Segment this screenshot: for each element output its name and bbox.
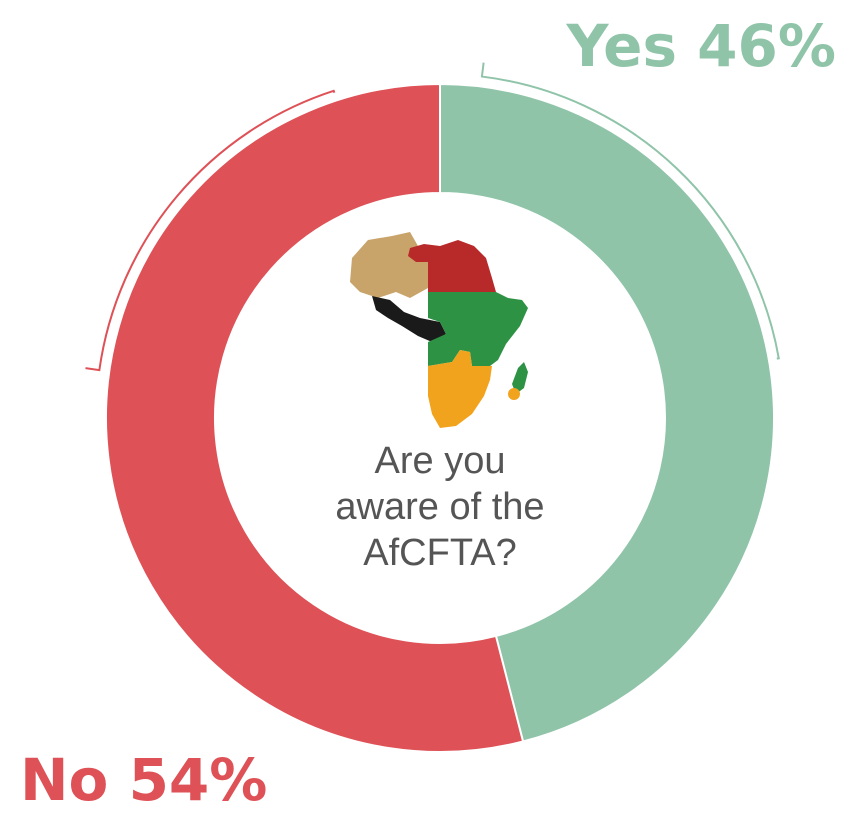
africa-puzzle-logo bbox=[350, 232, 528, 428]
logo-piece-south bbox=[428, 350, 492, 428]
bracket-no bbox=[85, 89, 336, 372]
slice-no bbox=[105, 82, 525, 753]
slice-labels: Yes 46% No 54% bbox=[20, 12, 836, 814]
bracket-yes bbox=[480, 62, 780, 360]
center-question-line-2: aware of the bbox=[335, 486, 545, 528]
logo-piece-northwest bbox=[350, 232, 428, 298]
center-question-line-1: Are you bbox=[374, 440, 506, 482]
logo-piece-madagascar-tip bbox=[508, 388, 520, 400]
logo-piece-northeast bbox=[408, 240, 496, 292]
logo-piece-madagascar bbox=[512, 362, 528, 394]
slice-label-yes: Yes 46% bbox=[565, 12, 836, 80]
slice-yes bbox=[439, 82, 775, 743]
slice-label-no: No 54% bbox=[20, 746, 267, 814]
center-question-line-3: AfCFTA? bbox=[363, 532, 517, 574]
logo-piece-west bbox=[372, 296, 446, 342]
logo-piece-east bbox=[428, 292, 528, 366]
slice-brackets bbox=[85, 62, 780, 372]
center-question: Are you aware of the AfCFTA? bbox=[300, 438, 580, 576]
donut-slices bbox=[105, 82, 775, 753]
